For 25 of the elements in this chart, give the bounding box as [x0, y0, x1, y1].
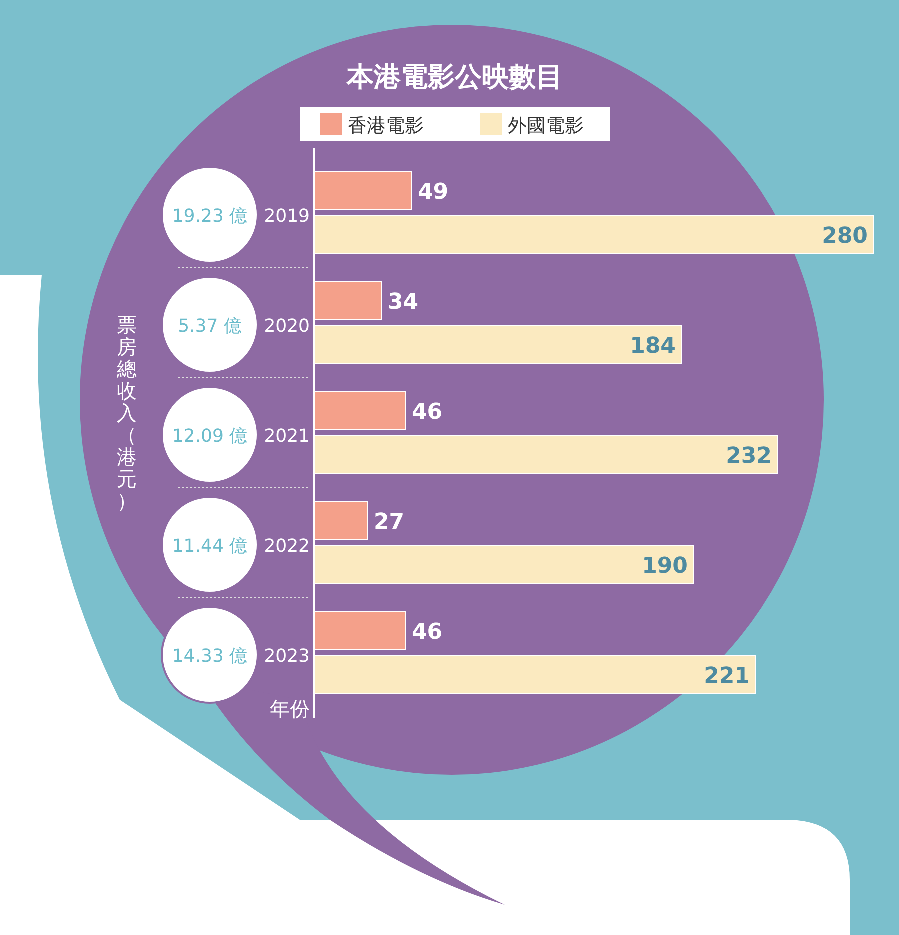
text: 票房總收入（港元）: [117, 313, 137, 513]
y-axis-title: 年份: [270, 697, 310, 721]
data-label: 184: [630, 334, 676, 359]
text: 19.23 億: [172, 206, 248, 227]
data-label: 46: [412, 400, 443, 425]
text: 12.09 億: [172, 426, 248, 447]
data-label: 49: [418, 180, 449, 205]
legend-label: 外國電影: [508, 115, 584, 137]
text: 14.33 億: [172, 646, 248, 667]
y-tick-label: 2023: [264, 646, 310, 667]
y-tick-label: 2020: [264, 316, 310, 337]
chart-title: 本港電影公映數目: [346, 62, 563, 93]
text: 5.37 億: [178, 316, 242, 337]
legend-label: 香港電影: [348, 115, 424, 137]
y-tick-label: 2022: [264, 536, 310, 557]
data-label: 190: [642, 554, 688, 579]
text: 11.44 億: [172, 536, 248, 557]
data-label: 280: [822, 224, 868, 249]
data-label: 34: [388, 290, 419, 315]
data-label: 46: [412, 620, 443, 645]
data-label: 27: [374, 510, 405, 535]
y-tick-label: 2019: [264, 206, 310, 227]
data-label: 221: [704, 664, 750, 689]
data-label: 232: [726, 444, 772, 469]
y-tick-label: 2021: [264, 426, 310, 447]
